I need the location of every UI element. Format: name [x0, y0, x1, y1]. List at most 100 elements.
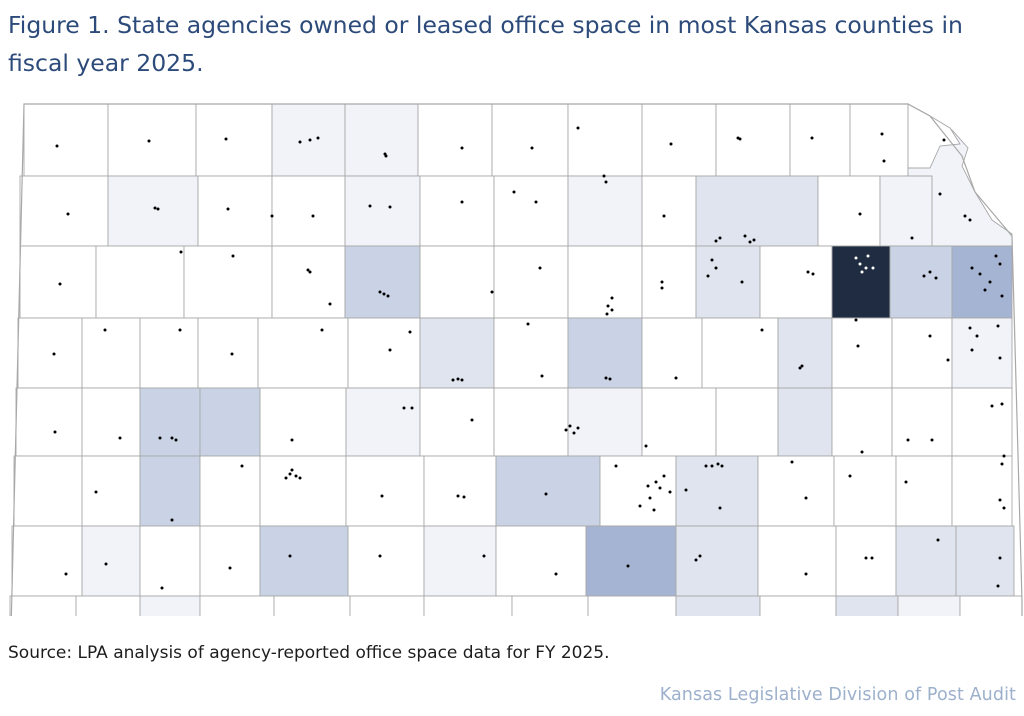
office-dot	[94, 490, 98, 494]
county-57	[199, 387, 261, 457]
county-7	[567, 103, 643, 177]
county-11	[849, 103, 909, 177]
office-dot	[544, 492, 548, 496]
office-dot	[380, 494, 384, 498]
county-74	[345, 455, 425, 527]
county-63	[641, 387, 717, 457]
county-44	[347, 317, 421, 389]
office-dot	[174, 438, 178, 442]
county-95	[895, 525, 957, 597]
county-31	[493, 245, 569, 319]
county-54	[15, 387, 83, 457]
county-26	[95, 245, 185, 319]
office-dot	[864, 266, 868, 270]
county-80	[833, 455, 897, 527]
county-51	[831, 317, 893, 389]
county-100	[199, 595, 275, 616]
office-dot	[860, 270, 864, 274]
office-dot	[368, 204, 372, 208]
office-dot	[942, 138, 946, 142]
office-dot	[610, 308, 614, 312]
county-39	[17, 317, 83, 389]
county-94	[835, 525, 897, 597]
office-dot	[456, 377, 460, 381]
county-58	[259, 387, 347, 457]
office-dot	[922, 274, 926, 278]
county-22	[817, 175, 881, 247]
office-dot	[490, 290, 494, 294]
county-6	[491, 103, 569, 177]
office-dot	[662, 214, 666, 218]
county-23	[879, 175, 933, 247]
county-52	[891, 317, 953, 389]
county-12	[19, 175, 109, 247]
office-dot	[1000, 462, 1004, 466]
office-dot	[854, 318, 858, 322]
county-8	[641, 103, 717, 177]
office-dot	[470, 418, 474, 422]
office-dot	[224, 137, 228, 141]
county-76	[495, 455, 601, 527]
office-dot	[910, 236, 914, 240]
county-17	[419, 175, 495, 247]
office-dot	[1002, 454, 1006, 458]
county-104	[511, 595, 589, 616]
county-16	[344, 175, 421, 247]
county-53	[951, 317, 1013, 389]
office-dot	[810, 136, 814, 140]
office-dot	[306, 268, 310, 272]
county-107	[759, 595, 837, 616]
office-dot	[179, 250, 183, 254]
office-dot	[153, 206, 157, 210]
office-dot	[668, 490, 672, 494]
office-dot	[294, 474, 298, 478]
county-97	[9, 595, 77, 616]
county-1	[107, 103, 197, 177]
county-40	[81, 317, 141, 389]
county-72	[199, 455, 261, 527]
county-13	[107, 175, 199, 247]
office-dot	[158, 436, 162, 440]
office-dot	[298, 140, 302, 144]
office-dot	[284, 476, 288, 480]
office-dot	[983, 288, 987, 292]
office-dot	[996, 324, 1000, 328]
office-dot	[610, 296, 614, 300]
office-dot	[1000, 294, 1004, 298]
office-dot	[704, 464, 708, 468]
office-dot	[714, 239, 718, 243]
office-dot	[160, 586, 164, 590]
office-dot	[684, 488, 688, 492]
county-75	[423, 455, 497, 527]
office-dot	[848, 474, 852, 478]
office-dot	[662, 474, 666, 478]
office-dot	[694, 558, 698, 562]
office-dot	[646, 484, 650, 488]
office-dot	[718, 236, 722, 240]
office-dot	[970, 266, 974, 270]
office-dot	[572, 431, 576, 435]
office-dot	[147, 139, 151, 143]
office-dot	[798, 366, 802, 370]
county-102	[349, 595, 425, 616]
county-110	[959, 595, 1023, 616]
office-dot	[998, 556, 1002, 560]
county-42	[197, 317, 259, 389]
office-dot	[602, 174, 606, 178]
office-dot	[530, 146, 534, 150]
office-dot	[928, 270, 932, 274]
county-73	[259, 455, 347, 527]
county-109	[897, 595, 961, 616]
office-dot	[928, 334, 932, 338]
office-dot	[240, 464, 244, 468]
office-dot	[178, 328, 182, 332]
office-dot	[714, 266, 718, 270]
office-dot	[482, 554, 486, 558]
county-90	[495, 525, 587, 597]
office-dot	[456, 494, 460, 498]
county-15	[271, 175, 346, 247]
office-dot	[451, 378, 455, 382]
office-dot	[870, 556, 874, 560]
county-106	[675, 595, 761, 616]
county-0	[23, 103, 109, 177]
